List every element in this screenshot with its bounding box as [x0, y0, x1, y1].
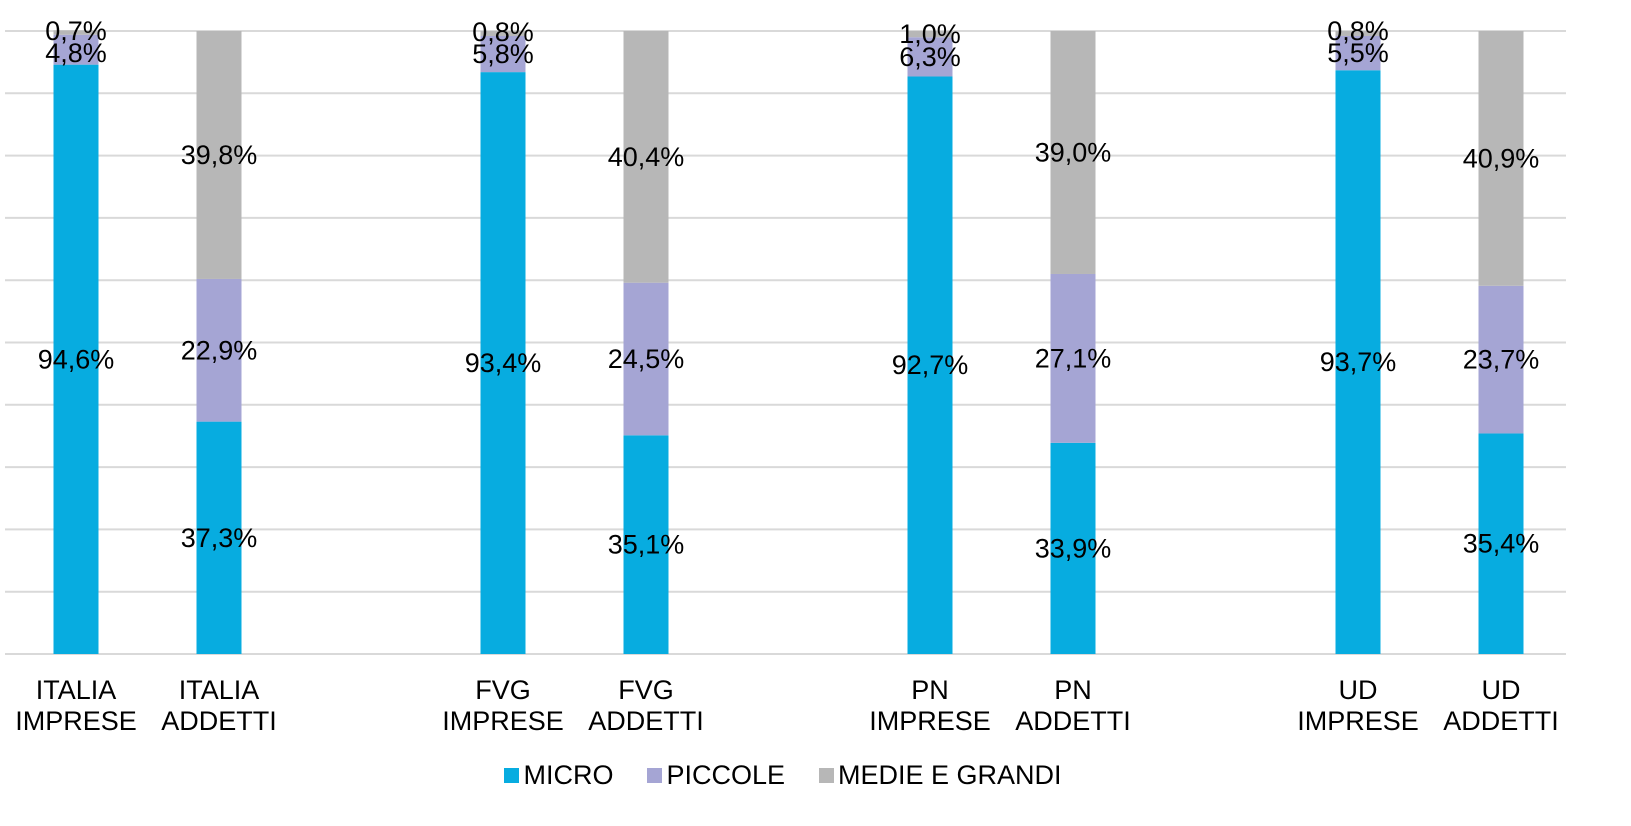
bar-segment-medie-e-grandi	[480, 31, 526, 36]
bar-segment-piccole	[196, 278, 242, 422]
bar-segment-micro	[1050, 442, 1096, 654]
data-label-piccole: 23,7%	[1463, 345, 1540, 375]
data-label-piccole: 4,8%	[45, 38, 107, 68]
legend-label-piccole: PICCOLE	[666, 760, 785, 790]
legend-label-micro: MICRO	[523, 760, 614, 790]
legend-swatch-piccole	[647, 768, 663, 783]
bar-segment-medie-e-grandi	[907, 31, 953, 38]
category-label: ADDETTI	[588, 706, 704, 736]
data-label-medie-e-grandi: 0,7%	[45, 16, 107, 46]
bar-segment-medie-e-grandi	[1478, 31, 1524, 286]
data-label-medie-e-grandi: 39,0%	[1035, 137, 1112, 167]
category-label: PN	[911, 675, 949, 705]
category-label: ADDETTI	[161, 706, 277, 736]
category-label: ADDETTI	[1443, 706, 1559, 736]
bar-segment-micro	[623, 435, 669, 654]
category-label: UD	[1339, 675, 1378, 705]
data-label-micro: 37,3%	[181, 523, 258, 553]
bar-segment-piccole	[1050, 273, 1096, 443]
bar-segment-micro	[53, 64, 99, 655]
data-label-medie-e-grandi: 39,8%	[181, 140, 258, 170]
bar-segment-micro	[907, 76, 953, 654]
bar-segment-medie-e-grandi	[53, 30, 99, 35]
bar-segment-piccole	[53, 34, 99, 65]
bar-segment-piccole	[1478, 285, 1524, 434]
data-label-piccole: 27,1%	[1035, 343, 1112, 373]
legend: MICRO PICCOLE MEDIE E GRANDI	[0, 760, 1566, 791]
data-label-piccole: 22,9%	[181, 335, 258, 365]
data-label-piccole: 24,5%	[608, 344, 685, 374]
bar-segment-medie-e-grandi	[1335, 31, 1381, 36]
bar-segment-micro	[480, 72, 526, 655]
data-label-medie-e-grandi: 0,8%	[472, 17, 534, 47]
data-label-piccole: 5,8%	[472, 39, 534, 69]
data-label-micro: 33,9%	[1035, 533, 1112, 563]
legend-label-medie-e-grandi: MEDIE E GRANDI	[838, 760, 1062, 790]
category-label: FVG	[618, 675, 674, 705]
category-label: IMPRESE	[15, 706, 137, 736]
category-label: ADDETTI	[1015, 706, 1131, 736]
category-label: FVG	[475, 675, 531, 705]
category-label: ITALIA	[36, 675, 117, 705]
category-label: IMPRESE	[869, 706, 991, 736]
data-label-micro: 35,4%	[1463, 529, 1540, 559]
data-label-micro: 93,4%	[465, 348, 542, 378]
bar-segment-micro	[1478, 433, 1524, 654]
bar-segment-piccole	[480, 35, 526, 73]
bar-segment-micro	[1335, 70, 1381, 654]
legend-item-piccole: PICCOLE	[647, 760, 785, 791]
category-label: ITALIA	[179, 675, 260, 705]
category-label: UD	[1482, 675, 1521, 705]
data-label-piccole: 6,3%	[899, 42, 961, 72]
legend-swatch-micro	[504, 768, 520, 783]
bar-segment-piccole	[1335, 35, 1381, 71]
data-label-micro: 94,6%	[38, 344, 115, 374]
data-label-medie-e-grandi: 40,4%	[608, 142, 685, 172]
data-label-medie-e-grandi: 1,0%	[899, 19, 961, 49]
legend-item-micro: MICRO	[504, 760, 613, 791]
category-label: IMPRESE	[442, 706, 564, 736]
bar-segment-piccole	[907, 37, 953, 77]
bar-segment-piccole	[623, 282, 669, 436]
stacked-bar-chart: 94,6%4,8%0,7%37,3%22,9%39,8%93,4%5,8%0,8…	[5, 16, 1566, 736]
category-label: IMPRESE	[1297, 706, 1419, 736]
data-label-micro: 93,7%	[1320, 347, 1397, 377]
data-label-medie-e-grandi: 40,9%	[1463, 143, 1540, 173]
category-label: PN	[1054, 675, 1092, 705]
data-label-micro: 92,7%	[892, 350, 969, 380]
bar-segment-medie-e-grandi	[623, 31, 669, 283]
legend-swatch-medie-e-grandi	[819, 768, 834, 783]
data-label-micro: 35,1%	[608, 530, 685, 560]
legend-item-medie-e-grandi: MEDIE E GRANDI	[819, 760, 1062, 791]
data-label-piccole: 5,5%	[1327, 38, 1389, 68]
bar-segment-medie-e-grandi	[196, 31, 242, 279]
data-label-medie-e-grandi: 0,8%	[1327, 16, 1389, 46]
bar-segment-micro	[196, 421, 242, 654]
bar-segment-medie-e-grandi	[1050, 31, 1096, 274]
